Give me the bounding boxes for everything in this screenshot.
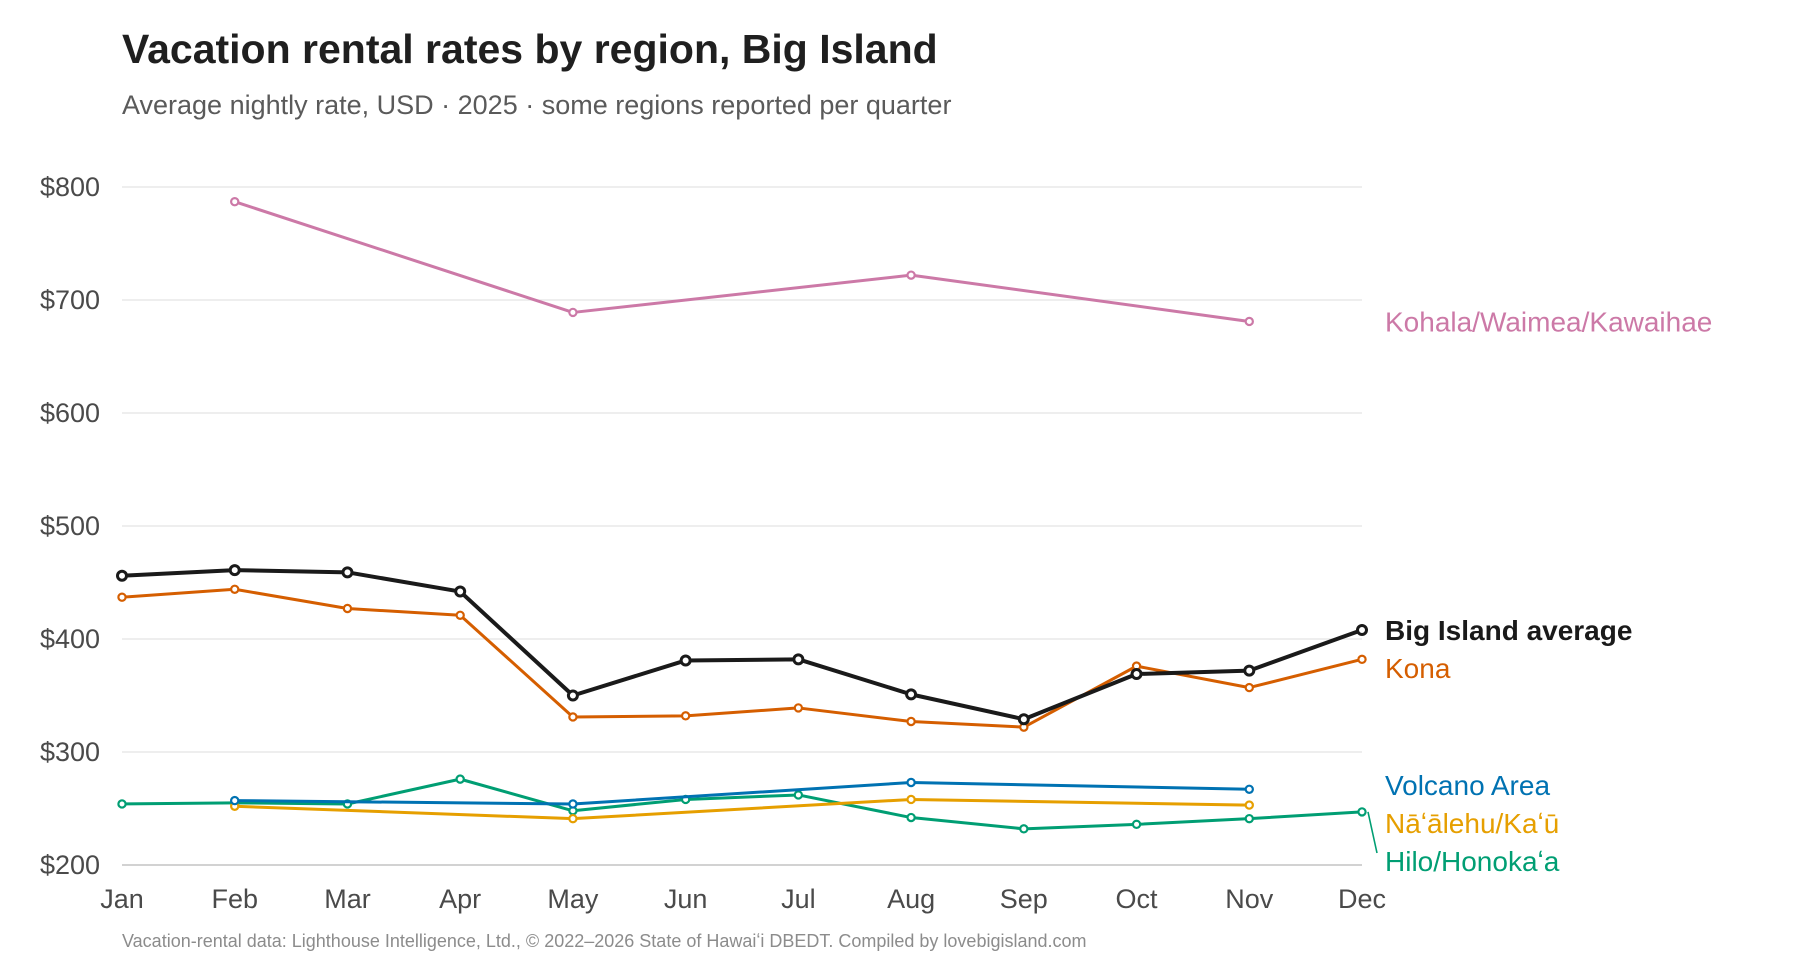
data-point [230,196,240,207]
data-point [1130,668,1143,681]
x-tick-label: Dec [1338,884,1386,914]
series-line [233,200,1251,323]
y-tick-label: $300 [40,737,100,767]
x-tick-label: Sep [1000,884,1048,914]
x-tick-label: Jun [664,884,708,914]
chart-title: Vacation rental rates by region, Big Isl… [122,26,938,72]
gridlines [122,186,1362,866]
data-point [1244,316,1254,327]
data-point [230,584,240,594]
data-point [341,566,354,579]
y-tick-label: $800 [40,172,100,202]
y-axis-ticks: $200 $300 $400 $500 $600 $700 $800 [40,172,100,880]
data-point [1357,654,1367,665]
data-point [230,795,240,806]
data-point [1357,807,1367,817]
series-line [233,797,1251,821]
data-point [116,569,128,582]
data-point [1019,824,1029,834]
data-point [568,307,578,318]
series-line [120,568,1364,722]
data-point [906,812,916,823]
data-point [1243,664,1256,677]
x-tick-label: Jan [100,884,144,914]
y-tick-label: $500 [40,511,100,541]
data-point [455,610,465,620]
data-point [1356,623,1368,636]
data-point [1244,682,1254,693]
data-point [568,813,578,824]
y-tick-label: $700 [40,285,100,315]
series-line [120,587,1364,729]
data-point [906,777,916,788]
series-hilo-honoka-a [117,774,1367,834]
series-label: Volcano Area [1385,770,1550,801]
series-label: Nāʻālehu/Kaʻū [1385,808,1559,839]
data-point [455,774,465,784]
x-tick-label: Jul [781,884,816,914]
data-point [679,654,692,667]
y-tick-label: $400 [40,624,100,654]
data-point [905,688,918,701]
y-tick-label: $600 [40,398,100,428]
x-tick-label: Mar [324,884,371,914]
series-lines [116,196,1368,834]
series-kohala-waimea-kawaihae [230,196,1254,327]
data-point [568,799,578,809]
data-point [566,689,579,702]
data-point [117,799,127,809]
series-big-island-average [116,564,1368,726]
data-point [906,794,916,805]
data-point [792,653,805,666]
data-point [1131,819,1142,830]
x-tick-label: Feb [211,884,258,914]
label-leader [1367,811,1378,854]
chart-subtitle: Average nightly rate, USD · 2025 · some … [122,90,952,120]
x-tick-label: Nov [1225,884,1274,914]
x-tick-label: Aug [887,884,935,914]
data-point [793,703,804,713]
data-point [906,716,916,727]
x-tick-label: May [547,884,599,914]
data-point [906,270,916,280]
data-point [680,711,691,721]
series-label: Kohala/Waimea/Kawaihae [1385,306,1712,337]
data-point [117,592,127,602]
series-labels: Kohala/Waimea/Kawaihae Big Island average… [1367,306,1712,877]
series-n-lehu-ka- [230,794,1254,824]
data-point [1017,713,1030,726]
data-point [1244,813,1254,824]
data-point [454,585,467,598]
data-point [228,564,241,577]
x-axis-ticks: Jan Feb Mar Apr May Jun Jul Aug Sep Oct Nov Dec [100,884,1386,914]
series-volcano-area [230,777,1254,809]
data-point [1244,800,1254,810]
data-point [1244,784,1254,794]
series-kona [117,584,1367,732]
data-point [568,712,578,722]
series-label: Big Island average [1385,615,1632,646]
series-label: Kona [1385,653,1451,684]
series-label: Hilo/Honokaʻa [1385,846,1560,877]
x-tick-label: Apr [439,884,481,914]
x-tick-label: Oct [1116,884,1159,914]
data-point [342,603,353,614]
y-tick-label: $200 [40,850,100,880]
source-note: Vacation-rental data: Lighthouse Intelli… [122,931,1087,951]
series-line [233,781,1251,806]
data-point [793,790,804,800]
series-line [120,777,1364,831]
